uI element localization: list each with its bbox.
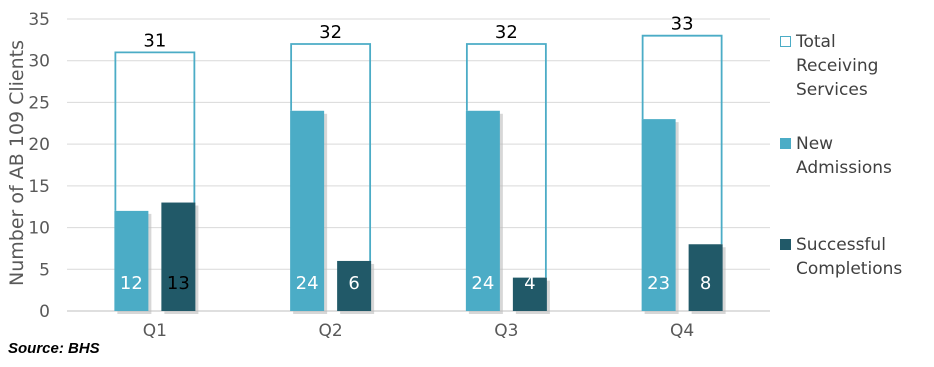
legend-label-completions: Successful Completions bbox=[796, 235, 903, 279]
legend-item-completions: Successful Completions bbox=[780, 233, 921, 281]
completions-bar bbox=[337, 260, 372, 311]
new-admissions-bar bbox=[290, 110, 325, 312]
x-tick-label: Q1 bbox=[143, 321, 167, 341]
total-outline-bar bbox=[641, 34, 723, 245]
new-admissions-data-label: 12 bbox=[120, 273, 143, 294]
total-data-label: 31 bbox=[143, 30, 166, 51]
legend-label-total: Total Receiving Services bbox=[796, 32, 879, 100]
y-tick-label: 35 bbox=[28, 10, 50, 30]
y-axis-ticks: 0 5 10 15 20 25 30 35 bbox=[28, 10, 50, 322]
y-tick-label: 0 bbox=[39, 302, 50, 322]
total-data-label: 32 bbox=[319, 22, 342, 43]
x-tick-label: Q4 bbox=[670, 321, 694, 341]
legend-item-new: New Admissions bbox=[780, 132, 921, 180]
new-admissions-data-label: 24 bbox=[471, 273, 494, 294]
completions-data-label: 4 bbox=[524, 273, 535, 294]
completions-data-label: 13 bbox=[167, 273, 190, 294]
total-data-label: 32 bbox=[495, 22, 518, 43]
new-admissions-bar bbox=[641, 119, 676, 311]
y-tick-label: 20 bbox=[28, 135, 50, 155]
x-tick-label: Q2 bbox=[319, 321, 343, 341]
y-tick-label: 10 bbox=[28, 219, 50, 239]
completions-bar bbox=[161, 202, 196, 311]
total-outline-bar bbox=[465, 43, 547, 278]
new-admissions-bar bbox=[465, 110, 500, 312]
new-admissions-data-label: 24 bbox=[296, 273, 319, 294]
legend-label-new: New Admissions bbox=[796, 134, 892, 178]
y-tick-label: 30 bbox=[28, 52, 50, 72]
total-data-label: 33 bbox=[671, 14, 694, 35]
completions-bar bbox=[688, 244, 723, 311]
completions-bar bbox=[512, 277, 547, 311]
x-tick-label: Q3 bbox=[494, 321, 518, 341]
legend-item-total: Total Receiving Services bbox=[780, 30, 921, 102]
total-outline-bar bbox=[290, 43, 372, 261]
y-axis-title: Number of AB 109 Clients bbox=[6, 40, 28, 286]
y-tick-label: 5 bbox=[39, 260, 50, 280]
bars: 31 12 13 32 24 6 32 24 4 33 23 8 bbox=[114, 14, 726, 315]
source-note: Source: BHS bbox=[8, 340, 100, 357]
completions-data-label: 6 bbox=[348, 273, 359, 294]
total-outline-bar bbox=[114, 51, 196, 211]
completions-data-label: 8 bbox=[700, 273, 711, 294]
new-admissions-bar bbox=[114, 210, 149, 311]
y-tick-label: 15 bbox=[28, 177, 50, 197]
new-admissions-data-label: 23 bbox=[647, 273, 670, 294]
legend-swatch-new bbox=[780, 138, 791, 149]
legend-swatch-completions bbox=[780, 239, 791, 250]
x-axis-ticks: Q1 Q2 Q3 Q4 bbox=[143, 321, 694, 341]
legend-swatch-total bbox=[780, 36, 791, 47]
y-tick-label: 25 bbox=[28, 93, 50, 113]
